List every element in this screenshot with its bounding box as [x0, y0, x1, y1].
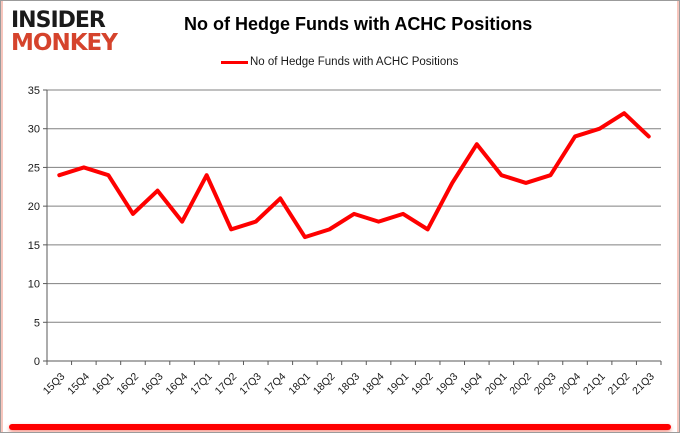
series-line	[57, 111, 651, 240]
x-tick-label: 17Q3	[237, 371, 264, 398]
x-tick-label: 19Q4	[458, 371, 485, 398]
x-tick-label: 21Q1	[581, 371, 608, 398]
x-tick-label: 18Q3	[335, 371, 362, 398]
y-tick-label: 10	[28, 279, 40, 291]
left-accent-border	[1, 1, 3, 432]
y-tick-label: 25	[28, 162, 40, 174]
x-tick-label: 17Q1	[188, 371, 215, 398]
y-tick-label: 0	[34, 356, 40, 368]
x-tick-label: 19Q1	[385, 371, 412, 398]
insider-monkey-logo: INSIDER MONKEY	[11, 8, 118, 56]
y-tick-label: 15	[28, 240, 40, 252]
x-tick-label: 15Q4	[65, 371, 92, 398]
chart-title: No of Hedge Funds with ACHC Positions	[184, 14, 533, 34]
x-tick-label: 18Q2	[311, 371, 338, 398]
logo-text-insider: INSIDER	[11, 8, 106, 33]
x-tick-label: 20Q1	[483, 371, 510, 398]
right-accent-border	[677, 1, 679, 432]
x-tick-label: 19Q2	[409, 371, 436, 398]
x-tick-label: 20Q2	[507, 371, 534, 398]
logo-text-monkey: MONKEY	[11, 30, 118, 56]
x-tick-label: 16Q2	[114, 371, 141, 398]
x-tick-label: 16Q4	[164, 371, 191, 398]
x-tick-label: 17Q2	[213, 371, 240, 398]
x-tick-label: 21Q3	[630, 371, 657, 398]
x-tick-label: 20Q4	[557, 371, 584, 398]
x-tick-label: 18Q1	[286, 371, 313, 398]
x-tick-label: 15Q3	[41, 371, 68, 398]
x-tick-label: 17Q4	[262, 371, 289, 398]
x-tick-label: 20Q3	[532, 371, 559, 398]
y-tick-label: 20	[28, 201, 40, 213]
y-tick-label: 30	[28, 124, 40, 136]
x-tick-label: 18Q4	[360, 371, 387, 398]
legend-label: No of Hedge Funds with ACHC Positions	[250, 56, 459, 68]
x-tick-label: 16Q1	[90, 371, 117, 398]
x-tick-label: 21Q2	[606, 371, 633, 398]
y-tick-label: 5	[34, 317, 40, 329]
x-tick-label: 19Q3	[434, 371, 461, 398]
y-tick-label: 35	[28, 85, 40, 97]
bottom-accent-bar	[9, 424, 671, 430]
legend-line-swatch	[221, 60, 248, 64]
x-tick-label: 16Q3	[139, 371, 166, 398]
chart-legend: No of Hedge Funds with ACHC Positions	[221, 56, 458, 68]
